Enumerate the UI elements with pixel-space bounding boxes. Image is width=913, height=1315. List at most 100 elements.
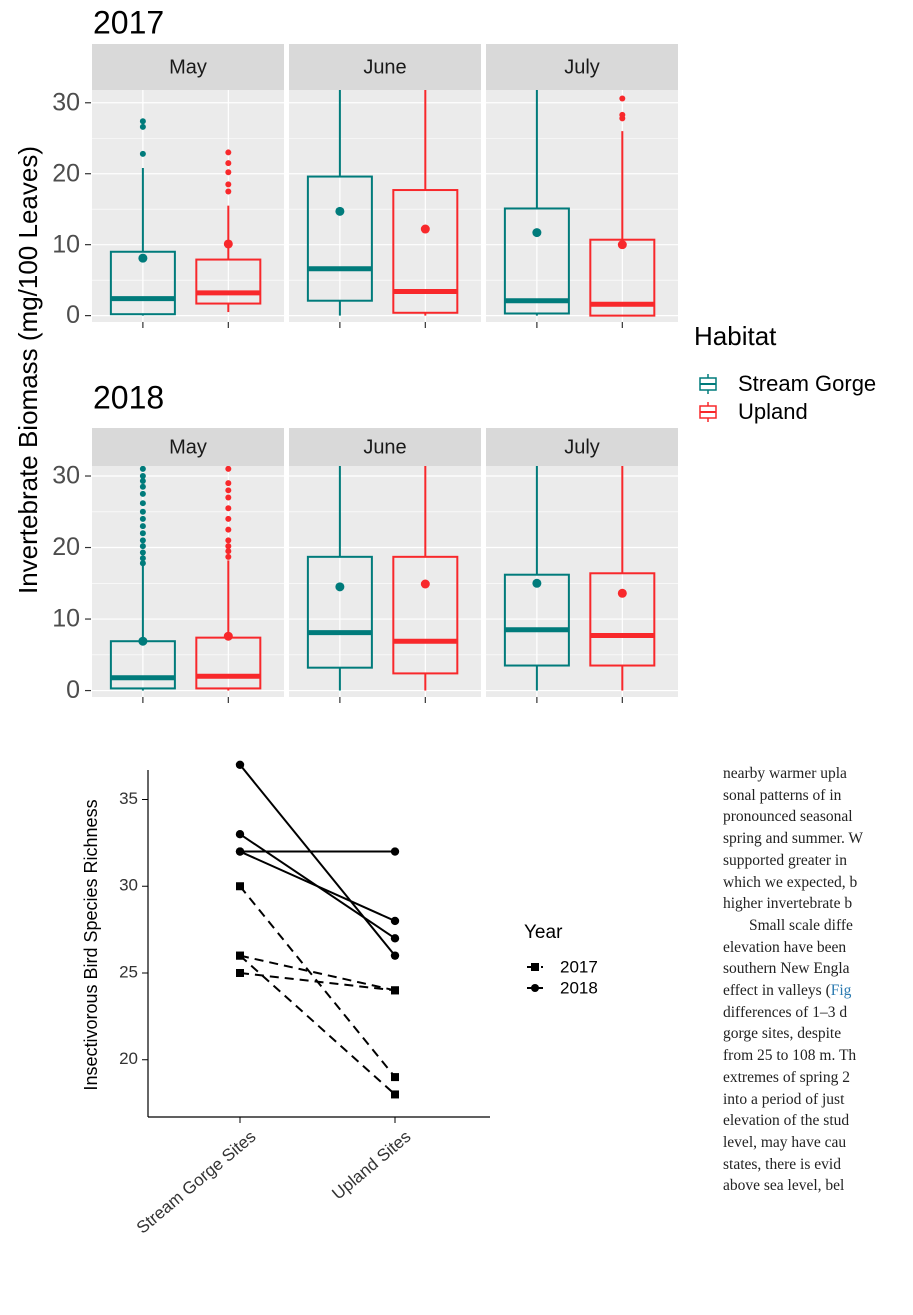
panel-marks: [306, 466, 459, 697]
box: [392, 555, 459, 675]
line: [239, 764, 396, 957]
box: [109, 250, 176, 316]
y-axis-label: Invertebrate Biomass (mg/100 Leaves): [13, 146, 43, 594]
panel: [92, 466, 284, 697]
strip: [92, 44, 284, 90]
outlier: [225, 181, 232, 188]
outlier: [139, 490, 146, 497]
line: [239, 954, 396, 992]
outlier: [225, 553, 232, 560]
text-line: elevation of the stud: [723, 1112, 850, 1130]
outlier: [225, 480, 232, 487]
box: [306, 555, 373, 669]
strip: [486, 428, 678, 466]
outlier: [225, 494, 232, 501]
text-line: spring and summer. W: [723, 830, 864, 848]
y-tick-label: 25: [119, 962, 138, 981]
marker: [235, 847, 245, 856]
text-line: Small scale diffe: [749, 916, 853, 934]
y-tick-label: 20: [52, 159, 80, 187]
box: [306, 175, 373, 302]
text-line: elevation have been: [723, 938, 847, 956]
y-axis-label: Insectivorous Bird Species Richness: [81, 799, 101, 1090]
outlier: [139, 150, 146, 157]
legend-title: Habitat: [694, 321, 777, 351]
mean-point: [223, 631, 233, 641]
outlier: [225, 160, 232, 167]
panel: [486, 90, 678, 322]
outlier: [225, 543, 232, 550]
strip-label: June: [363, 436, 406, 458]
marker: [390, 916, 400, 926]
strip-label: June: [363, 56, 406, 78]
mean-point: [138, 253, 148, 263]
x-tick-label: Upland Sites: [328, 1127, 414, 1204]
panel: [289, 466, 481, 697]
marker: [391, 1090, 399, 1099]
outlier: [139, 508, 146, 515]
mean-point: [532, 578, 542, 588]
strip: [486, 44, 678, 90]
x-tick-label: Stream Gorge Sites: [133, 1127, 260, 1238]
panel-marks: [109, 90, 262, 322]
outlier: [139, 555, 146, 562]
outlier: [619, 95, 626, 102]
text-line: which we expected, b: [723, 873, 858, 891]
text-line: supported greater in: [723, 851, 847, 869]
outlier: [139, 500, 146, 507]
box: [503, 573, 570, 667]
line: [239, 954, 396, 1096]
panel-marks: [503, 90, 656, 322]
outlier: [139, 483, 146, 490]
text-line: into a period of just: [723, 1090, 845, 1108]
y-tick-label: 30: [52, 462, 80, 490]
text-line: sonal patterns of in: [723, 786, 842, 804]
text-line: effect in valleys (Fig: [723, 980, 913, 1002]
text-line: gorge sites, despite: [723, 1025, 842, 1043]
outlier: [225, 169, 232, 176]
text-line: from 25 to 108 m. Th: [723, 1047, 857, 1065]
text-line: southern New Engla: [723, 960, 850, 978]
mean-point: [420, 224, 430, 234]
facet-title: 2017: [93, 4, 164, 40]
marker: [235, 829, 245, 839]
y-tick-label: 20: [119, 1049, 138, 1068]
panel: [92, 90, 284, 322]
marker: [236, 968, 244, 977]
mean-point: [617, 588, 627, 598]
outlier: [139, 543, 146, 550]
line: [239, 972, 396, 992]
strip-label: July: [564, 436, 600, 458]
marker: [236, 951, 244, 960]
outlier: [139, 549, 146, 556]
outlier: [225, 188, 232, 195]
y-tick-label: 35: [119, 789, 138, 808]
outlier: [225, 149, 232, 156]
legend-key: [531, 963, 539, 971]
outlier: [225, 487, 232, 494]
outlier: [139, 523, 146, 530]
marker: [235, 760, 245, 769]
text-line: above sea level, bel: [723, 1177, 845, 1195]
outlier: [225, 515, 232, 522]
citation-link[interactable]: Fig: [830, 982, 852, 1000]
y-tick-label: 0: [66, 676, 80, 704]
y-tick-label: 0: [66, 301, 80, 329]
box: [503, 207, 570, 315]
marker: [390, 847, 400, 856]
strip: [289, 44, 481, 90]
strip: [289, 428, 481, 466]
facet-title: 2018: [93, 379, 164, 415]
legend-label: Upland: [738, 399, 808, 424]
marker: [236, 882, 244, 891]
outlier: [139, 473, 146, 480]
outlier: [139, 123, 146, 130]
mean-point: [617, 240, 627, 250]
body-text: nearby warmer upla sonal patterns of in pr…: [723, 763, 913, 1197]
outlier: [225, 466, 232, 472]
mean-point: [532, 228, 542, 238]
y-tick-label: 30: [119, 876, 138, 895]
box: [392, 189, 459, 314]
text-line: extremes of spring 2: [723, 1068, 850, 1086]
panel-marks: [503, 466, 656, 697]
